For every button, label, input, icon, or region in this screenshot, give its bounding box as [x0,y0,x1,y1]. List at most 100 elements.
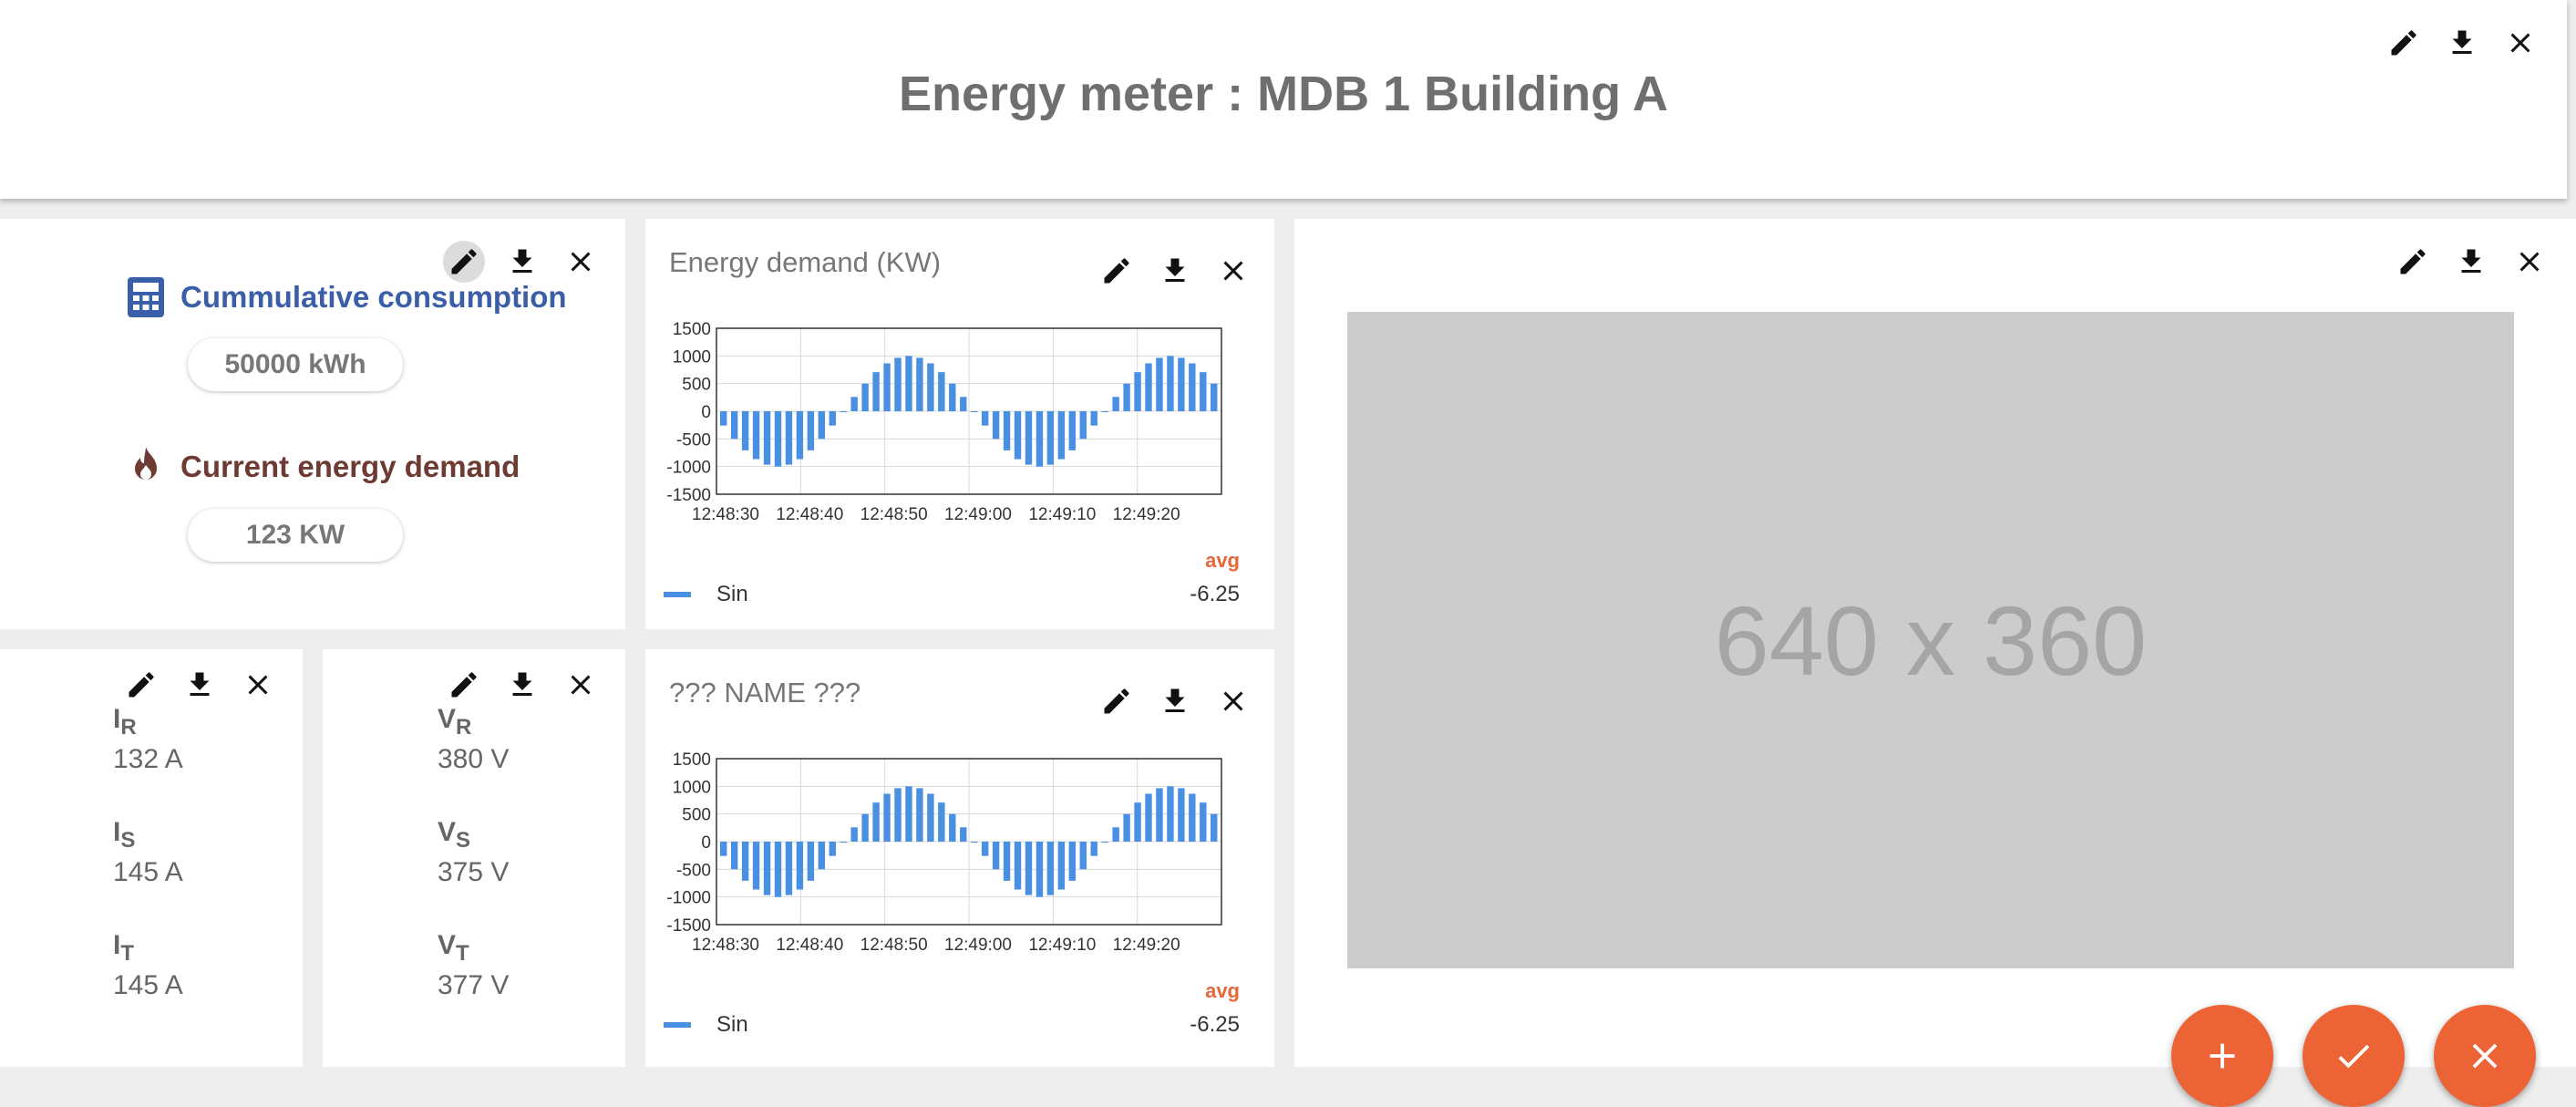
data-bar [1134,802,1141,842]
x-tick-label: 12:48:50 [860,936,928,955]
close-icon [242,668,274,701]
data-bar [1200,372,1207,411]
x-tick-label: 12:48:40 [776,505,843,524]
avg-label: avg [1205,549,1240,572]
download-button[interactable] [1154,680,1196,722]
close-icon [1217,685,1250,718]
data-bar [829,411,836,426]
data-bar [752,842,760,890]
data-bar [905,786,912,842]
legend-swatch [664,1022,691,1028]
close-button[interactable] [237,664,279,706]
x-tick-label: 12:49:20 [1113,936,1180,955]
pencil-icon [1100,254,1133,287]
data-bar [916,788,923,842]
avg-label: avg [1205,979,1240,1002]
data-bar [850,827,858,842]
data-bar [938,802,945,842]
current-energy-demand: Current energy demand [124,445,520,489]
data-bar [730,842,738,870]
edit-button[interactable] [2383,22,2425,64]
voltage-value: 375 V [438,857,510,887]
voltage-symbol: V [438,930,457,960]
data-bar [1057,411,1066,460]
data-bar [1036,411,1044,467]
cumulative-value: 50000 kWh [188,338,403,391]
data-bar [741,842,749,881]
data-bar [960,827,967,842]
current-value: 145 A [113,857,183,887]
data-bar [796,411,804,460]
confirm-fab-button[interactable] [2303,1005,2405,1107]
y-tick-label: 0 [701,833,711,853]
data-bar [872,372,880,411]
legend-avg-value: -6.25 [1190,1012,1240,1037]
data-bar [807,842,815,881]
voltage-s: VS 375 V [438,817,509,888]
download-button[interactable] [1154,250,1196,292]
data-bar [796,842,804,890]
image-placeholder: 640 x 360 [1347,312,2514,968]
voltages-card: VR 380 V VS 375 V VT 377 V [323,649,625,1067]
phase-label: S [456,828,471,853]
data-bar [894,788,902,842]
data-bar [818,842,826,870]
data-bar [763,842,771,895]
data-bar [1123,383,1130,411]
edit-button[interactable] [1096,250,1138,292]
y-tick-label: 1000 [673,347,711,367]
y-tick-label: -1000 [666,459,711,478]
data-bar [927,363,934,411]
data-bar [1090,842,1097,856]
close-button[interactable] [560,664,602,706]
plot-frame [716,758,1222,926]
edit-button[interactable] [1096,680,1138,722]
close-button[interactable] [1212,680,1254,722]
data-bar [949,813,956,842]
download-button[interactable] [2441,22,2483,64]
current-symbol: I [113,704,121,734]
edit-button[interactable] [443,664,485,706]
pencil-icon [2396,245,2429,278]
y-tick-label: -1000 [666,889,711,908]
data-bar [894,357,902,411]
data-bar [872,802,880,842]
header-card: Energy meter : MDB 1 Building A [0,0,2567,199]
data-bar [1200,802,1207,842]
edit-button[interactable] [2392,241,2434,283]
edit-button[interactable] [443,241,485,283]
data-bar [1025,411,1033,465]
edit-button[interactable] [120,664,162,706]
y-tick-label: -1500 [666,916,711,936]
add-fab-button[interactable] [2171,1005,2273,1107]
current-s: IS 145 A [113,817,183,888]
y-tick-label: -1500 [666,486,711,505]
x-tick-label: 12:48:50 [860,505,928,524]
pencil-icon [448,668,480,701]
data-bar [1156,788,1163,842]
data-bar [1167,786,1174,842]
data-bar [1090,411,1097,426]
close-icon [1217,254,1250,287]
chart-title: ??? NAME ??? [669,677,861,709]
close-button[interactable] [1212,250,1254,292]
data-bar [1101,411,1108,412]
download-button[interactable] [2450,241,2492,283]
data-bar [861,383,869,411]
phase-label: T [456,941,469,966]
data-bar [992,411,1000,440]
close-button[interactable] [2499,22,2541,64]
data-bar [1134,372,1141,411]
page-title: Energy meter : MDB 1 Building A [898,67,1669,121]
download-button[interactable] [179,664,221,706]
data-bar [861,813,869,842]
data-bar [1123,813,1130,842]
close-icon [564,668,597,701]
download-button[interactable] [501,664,543,706]
y-tick-label: 500 [682,806,711,825]
chart-card-unnamed: ??? NAME ??? 1500 1000 500 0 -500 -1000 -1500 1… [645,649,1274,1067]
cancel-fab-button[interactable] [2434,1005,2536,1107]
current-symbol: I [113,930,121,960]
close-button[interactable] [2509,241,2550,283]
data-bar [1079,411,1087,440]
